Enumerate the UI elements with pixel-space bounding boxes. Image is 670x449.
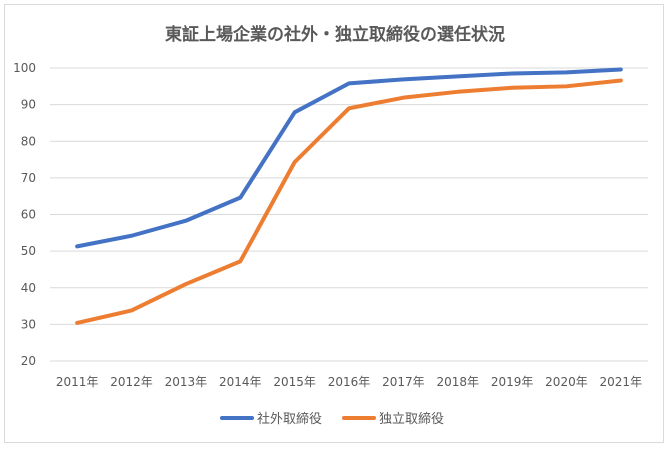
y-tick-label: 50 bbox=[21, 244, 36, 258]
x-tick-label: 2021年 bbox=[600, 375, 643, 389]
x-tick-label: 2012年 bbox=[110, 375, 153, 389]
y-tick-label: 100 bbox=[13, 61, 36, 75]
series-line-1 bbox=[75, 67, 623, 249]
series-line-2 bbox=[75, 78, 623, 325]
legend-label: 社外取締役 bbox=[257, 411, 322, 427]
y-tick-label: 60 bbox=[21, 208, 36, 222]
gridlines bbox=[50, 67, 648, 362]
x-tick-label: 2018年 bbox=[436, 375, 479, 389]
x-tick-label: 2013年 bbox=[165, 375, 208, 389]
y-tick-label: 20 bbox=[21, 354, 36, 368]
chart-title: 東証上場企業の社外・独立取締役の選任状況 bbox=[165, 24, 505, 45]
x-tick-label: 2019年 bbox=[491, 375, 534, 389]
x-tick-label: 2016年 bbox=[328, 375, 371, 389]
series-lines bbox=[75, 67, 623, 325]
y-tick-label: 40 bbox=[21, 281, 36, 295]
x-tick-label: 2014年 bbox=[219, 375, 262, 389]
chart-frame bbox=[4, 4, 664, 443]
x-tick-label: 2020年 bbox=[545, 375, 588, 389]
y-tick-label: 90 bbox=[21, 98, 36, 112]
y-tick-label: 80 bbox=[21, 134, 36, 148]
y-axis-ticks: 20 30 40 50 60 70 80 90 100 bbox=[13, 61, 36, 368]
x-tick-label: 2015年 bbox=[273, 375, 316, 389]
x-axis-ticks: 2011年 2012年 2013年 2014年 2015年 2016年 2017年 2018年… bbox=[56, 375, 642, 389]
y-tick-label: 70 bbox=[21, 171, 36, 185]
legend-label: 独立取締役 bbox=[379, 411, 444, 427]
y-tick-label: 30 bbox=[21, 317, 36, 331]
x-tick-label: 2017年 bbox=[382, 375, 425, 389]
legend: 社外取締役 独立取締役 bbox=[220, 411, 444, 427]
x-tick-label: 2011年 bbox=[56, 375, 99, 389]
